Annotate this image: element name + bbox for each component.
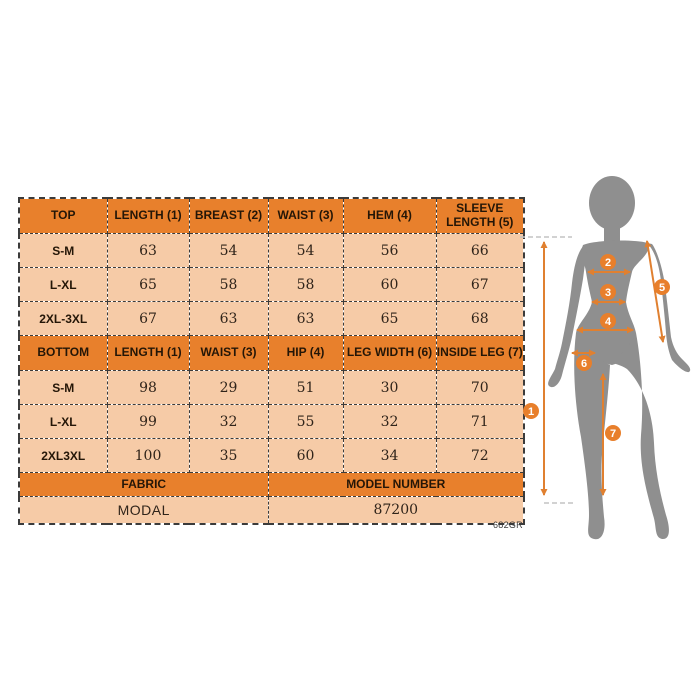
header-cell-leg-width: LEG WIDTH (6) — [342, 335, 437, 371]
marker-1: 1 — [523, 403, 539, 419]
size-cell: 2XL3XL — [18, 438, 108, 473]
left-arm-shape — [548, 245, 587, 388]
value-cell: 54 — [188, 233, 269, 268]
number-markers: 1 2 3 4 5 6 7 — [523, 254, 670, 441]
table-row: 2XL-3XL 67 63 63 65 68 — [18, 301, 525, 336]
header-cell-model-number: MODEL NUMBER — [267, 472, 525, 497]
size-cell: 2XL-3XL — [18, 301, 108, 336]
value-cell: 29 — [188, 370, 269, 405]
value-cell: 32 — [342, 404, 437, 439]
header-cell-hip: HIP (4) — [267, 335, 344, 371]
value-cell: 60 — [267, 438, 344, 473]
marker-2: 2 — [600, 254, 616, 270]
header-cell-inside-leg: INSIDE LEG (7) — [435, 335, 525, 371]
fabric-value-cell: MODAL — [18, 496, 269, 525]
value-cell: 55 — [267, 404, 344, 439]
value-cell: 56 — [342, 233, 437, 268]
header-cell-length: LENGTH (1) — [106, 197, 190, 234]
info-header-row: FABRIC MODEL NUMBER — [18, 472, 525, 497]
value-cell: 63 — [188, 301, 269, 336]
table-row: 2XL3XL 100 35 60 34 72 — [18, 438, 525, 473]
table-row: L-XL 99 32 55 32 71 — [18, 404, 525, 439]
header-cell-bottom: BOTTOM — [18, 335, 108, 371]
size-cell: S-M — [18, 233, 108, 268]
value-cell: 60 — [342, 267, 437, 302]
value-cell: 68 — [435, 301, 525, 336]
header-cell-breast: BREAST (2) — [188, 197, 269, 234]
marker-3: 3 — [600, 284, 616, 300]
value-cell: 63 — [267, 301, 344, 336]
value-cell: 67 — [435, 267, 525, 302]
svg-text:2: 2 — [605, 257, 611, 269]
measurement-figure: 1 2 3 4 5 6 7 — [520, 176, 691, 540]
value-cell: 65 — [342, 301, 437, 336]
arrow-sleeve-length — [644, 240, 666, 343]
value-cell: 71 — [435, 404, 525, 439]
value-cell: 100 — [106, 438, 190, 473]
svg-text:5: 5 — [659, 282, 665, 294]
value-cell: 63 — [106, 233, 190, 268]
table-row: S-M 63 54 54 56 66 — [18, 233, 525, 268]
value-cell: 66 — [435, 233, 525, 268]
header-cell-hem: HEM (4) — [342, 197, 437, 234]
svg-text:3: 3 — [605, 287, 611, 299]
value-cell: 98 — [106, 370, 190, 405]
header-cell-length: LENGTH (1) — [106, 335, 190, 371]
value-cell: 58 — [267, 267, 344, 302]
right-leg-shape — [613, 333, 669, 540]
svg-text:6: 6 — [581, 358, 587, 370]
value-cell: 72 — [435, 438, 525, 473]
marker-5: 5 — [654, 279, 670, 295]
neck-shape — [604, 215, 620, 247]
value-cell: 34 — [342, 438, 437, 473]
size-cell: S-M — [18, 370, 108, 405]
size-cell: L-XL — [18, 404, 108, 439]
size-chart-table: TOP LENGTH (1) BREAST (2) WAIST (3) HEM … — [18, 197, 525, 525]
measurement-arrows — [540, 240, 666, 496]
marker-7: 7 — [605, 425, 621, 441]
value-cell: 67 — [106, 301, 190, 336]
size-cell: L-XL — [18, 267, 108, 302]
info-value-row: MODAL 87200 — [18, 496, 525, 525]
value-cell: 35 — [188, 438, 269, 473]
table-row: L-XL 65 58 58 60 67 — [18, 267, 525, 302]
header-cell-waist: WAIST (3) — [267, 197, 344, 234]
marker-4: 4 — [600, 313, 616, 329]
svg-text:1: 1 — [528, 406, 534, 418]
product-code-label: 682GR — [492, 520, 523, 530]
bottom-header-row: BOTTOM LENGTH (1) WAIST (3) HIP (4) LEG … — [18, 335, 525, 371]
value-cell: 32 — [188, 404, 269, 439]
header-cell-fabric: FABRIC — [18, 472, 269, 497]
table-row: S-M 98 29 51 30 70 — [18, 370, 525, 405]
header-cell-waist: WAIST (3) — [188, 335, 269, 371]
right-arm-shape — [647, 243, 691, 373]
head-shape — [589, 176, 635, 230]
header-cell-top: TOP — [18, 197, 108, 234]
female-silhouette — [548, 176, 691, 540]
value-cell: 54 — [267, 233, 344, 268]
value-cell: 58 — [188, 267, 269, 302]
model-number-value-cell: 87200 — [267, 496, 525, 525]
value-cell: 30 — [342, 370, 437, 405]
svg-text:4: 4 — [605, 316, 612, 328]
value-cell: 65 — [106, 267, 190, 302]
header-cell-sleeve-length: SLEEVE LENGTH (5) — [435, 197, 525, 234]
marker-6: 6 — [576, 355, 592, 371]
value-cell: 99 — [106, 404, 190, 439]
value-cell: 51 — [267, 370, 344, 405]
svg-text:7: 7 — [610, 428, 616, 440]
top-header-row: TOP LENGTH (1) BREAST (2) WAIST (3) HEM … — [18, 197, 525, 234]
value-cell: 70 — [435, 370, 525, 405]
